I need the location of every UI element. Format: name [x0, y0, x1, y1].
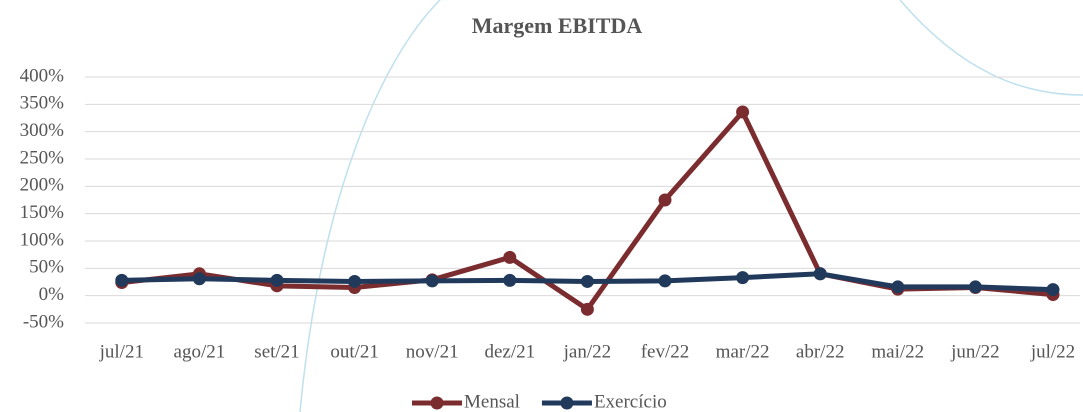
y-tick-label: 350% [20, 93, 65, 114]
legend-label: Mensal [464, 391, 520, 412]
grid: -50% 0% 50% 100% 150% 200% 250% 300% 350% 400% jul… [20, 65, 1080, 362]
x-tick-label: jun/22 [950, 341, 1000, 362]
data-point [270, 273, 284, 287]
data-point [658, 193, 672, 207]
data-point [813, 267, 827, 281]
x-tick-label: mai/22 [871, 341, 924, 362]
y-tick-label: 50% [29, 257, 64, 278]
x-tick-label: mar/22 [716, 341, 770, 362]
data-point [891, 280, 905, 294]
lines [115, 105, 1060, 316]
data-point [580, 302, 594, 316]
data-point [503, 273, 517, 287]
legend-marker [430, 396, 444, 410]
x-tick-label: jul/21 [99, 341, 144, 362]
data-point [192, 272, 206, 286]
x-tick-label: dez/21 [484, 341, 535, 362]
x-tick-label: jul/22 [1030, 341, 1075, 362]
y-tick-label: 250% [20, 147, 65, 168]
decor-arc [899, 0, 1083, 96]
y-tick-label: 150% [20, 202, 65, 223]
data-point [968, 280, 982, 294]
legend-marker [560, 396, 574, 410]
data-point [425, 274, 439, 288]
x-tick-label: ago/21 [174, 341, 226, 362]
y-tick-label: 400% [20, 65, 65, 86]
y-tick-label: 0% [39, 284, 65, 305]
x-tick-label: nov/21 [406, 341, 459, 362]
decor-arc [299, 0, 441, 412]
data-point [736, 105, 750, 119]
legend: Mensal Exercício [412, 391, 667, 412]
data-point [736, 271, 750, 285]
x-tick-label: set/21 [254, 341, 299, 362]
data-point [115, 273, 129, 287]
data-point [580, 274, 594, 288]
data-point [658, 274, 672, 288]
x-tick-label: out/21 [330, 341, 379, 362]
y-tick-label: 200% [20, 175, 65, 196]
legend-label: Exercício [594, 391, 667, 412]
x-tick-label: abr/22 [796, 341, 845, 362]
x-tick-label: fev/22 [641, 341, 690, 362]
data-point [503, 250, 517, 264]
data-point [348, 274, 362, 288]
y-tick-label: 100% [20, 229, 65, 250]
data-point [1046, 283, 1060, 297]
y-tick-label: 300% [20, 120, 65, 141]
x-tick-label: jan/22 [563, 341, 612, 362]
chart-title: Margem EBITDA [472, 13, 643, 38]
y-tick-label: -50% [23, 311, 64, 332]
